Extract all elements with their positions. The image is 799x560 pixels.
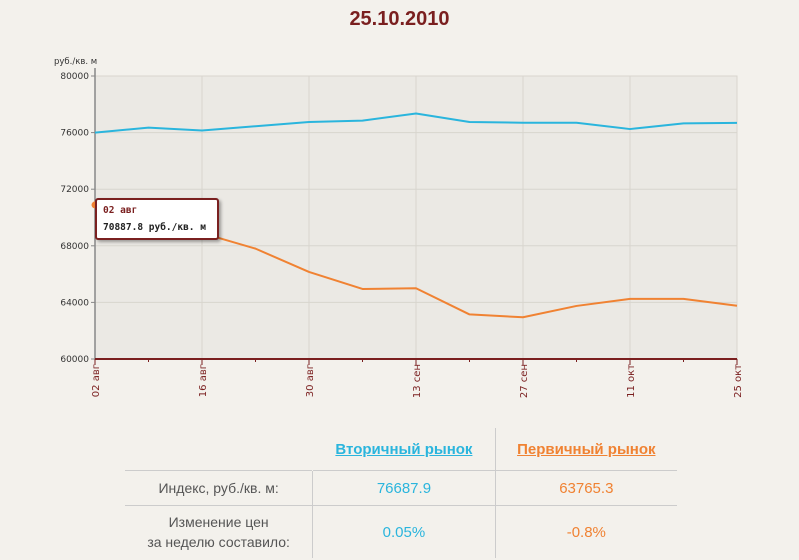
y-tick-label: 60000 — [60, 355, 89, 365]
x-tick-label: 11 окт — [626, 364, 637, 398]
x-tick-label: 27 сен — [519, 364, 530, 398]
change-label: Изменение цен за неделю составило: — [125, 505, 314, 558]
tooltip-date: 02 авг — [103, 205, 138, 216]
change-label-line1: Изменение цен — [168, 514, 269, 530]
secondary-market-link[interactable]: Вторичный рынок — [335, 440, 473, 458]
primary-change-value: -0.8% — [566, 523, 606, 541]
header-primary: Первичный рынок — [495, 428, 677, 471]
header-empty — [125, 428, 313, 471]
summary-table: Вторичный рынок Первичный рынок Индекс, … — [125, 428, 677, 558]
primary-market-link[interactable]: Первичный рынок — [517, 440, 656, 458]
y-tick-label: 72000 — [60, 185, 89, 195]
price-chart: 60000 64000 68000 72000 76000 80000 руб./кв. м… — [0, 50, 799, 415]
secondary-change-value: 0.05% — [312, 505, 496, 558]
labels: 60000 64000 68000 72000 76000 80000 руб./кв. м… — [54, 57, 744, 398]
y-unit-label: руб./кв. м — [54, 57, 97, 67]
header-secondary: Вторичный рынок — [312, 428, 496, 471]
y-tick-label: 64000 — [60, 298, 89, 308]
table-row: Изменение цен за неделю составило: 0.05%… — [125, 505, 677, 558]
series-line — [94, 112, 738, 134]
table-row: Индекс, руб./кв. м: 76687.9 63765.3 — [125, 470, 677, 506]
y-tick-label: 80000 — [60, 72, 89, 82]
x-tick-label: 02 авг — [91, 364, 102, 397]
change-label-line2: за неделю составило: — [147, 534, 290, 550]
index-label: Индекс, руб./кв. м: — [125, 470, 314, 506]
chart-title: 25.10.2010 — [349, 8, 450, 30]
secondary-index-value: 76687.9 — [312, 470, 496, 506]
y-tick-label: 68000 — [60, 242, 89, 252]
x-tick-label: 16 авг — [198, 364, 209, 397]
tooltip-value: 70887.8 руб./кв. м — [103, 222, 206, 233]
primary-index-value: 63765.3 — [495, 470, 677, 506]
y-tick-label: 76000 — [60, 129, 89, 139]
x-tick-label: 25 окт — [733, 364, 744, 398]
data-tooltip: 02 авг 70887.8 руб./кв. м — [95, 198, 219, 240]
x-tick-label: 30 авг — [305, 364, 316, 397]
x-tick-label: 13 сен — [412, 364, 423, 398]
summary-header-row: Вторичный рынок Первичный рынок — [125, 428, 677, 471]
